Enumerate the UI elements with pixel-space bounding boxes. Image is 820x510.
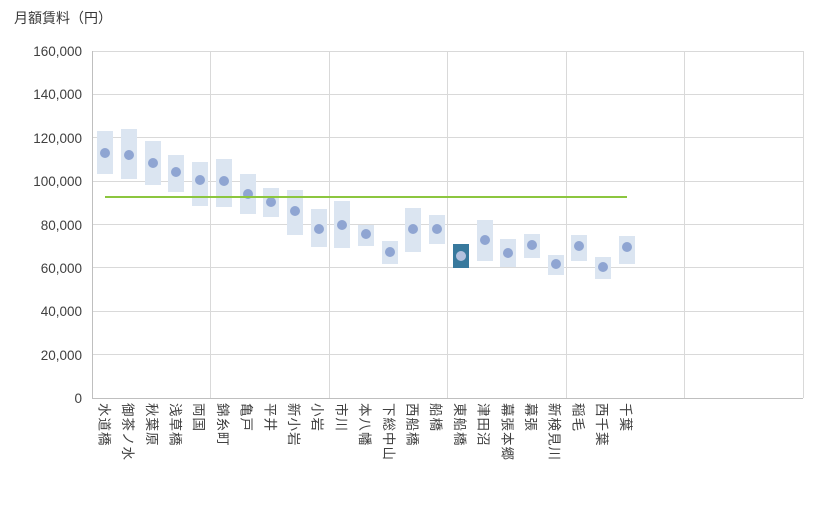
x-axis-label-22: 西千葉: [594, 403, 610, 447]
y-axis-tick-label: 120,000: [33, 130, 82, 146]
x-axis-label-11: 市川: [333, 403, 349, 432]
gridline-vertical: [565, 51, 567, 398]
x-axis-label-21: 稲毛: [570, 403, 586, 432]
data-point-18: [503, 247, 514, 258]
gridline-vertical: [447, 51, 448, 398]
y-axis-tick-label: 60,000: [40, 260, 82, 276]
data-point-5: [195, 175, 206, 186]
x-axis-label-23: 千葉: [617, 403, 633, 432]
y-axis-tick-label: 0: [74, 391, 82, 406]
data-point-3: [147, 157, 158, 168]
y-axis-line: [92, 51, 93, 398]
gridline-vertical: [328, 51, 330, 398]
y-axis-tick-label: 160,000: [33, 44, 82, 59]
gridline-vertical: [210, 51, 211, 398]
average-line: [105, 195, 627, 198]
data-point-10: [313, 223, 324, 234]
data-point-22: [598, 261, 609, 272]
data-point-23: [621, 242, 632, 253]
data-point-6: [218, 176, 229, 187]
data-point-19: [526, 240, 537, 251]
x-axis-label-3: 秋葉原: [143, 403, 159, 447]
y-axis-tick-label: 40,000: [40, 304, 82, 320]
x-axis-label-14: 西船橋: [404, 403, 420, 447]
x-axis-label-2: 御茶ノ水: [120, 403, 136, 461]
data-point-2: [124, 150, 135, 161]
data-point-21: [574, 241, 585, 252]
y-axis-tick-label: 80,000: [40, 217, 82, 233]
chart-title: 月額賃料（円）: [14, 10, 112, 26]
x-axis-label-4: 浅草橋: [167, 403, 183, 447]
data-point-4: [171, 167, 182, 178]
x-axis-label-15: 船橋: [428, 403, 444, 432]
y-axis-tick-label: 140,000: [33, 87, 82, 103]
x-axis-label-1: 水道橋: [96, 403, 112, 447]
x-axis-label-18: 幕張本郷: [499, 403, 515, 461]
data-point-20: [550, 258, 561, 269]
x-axis-label-12: 本八幡: [357, 403, 373, 447]
x-axis-label-19: 幕張: [522, 403, 538, 432]
x-axis-label-10: 小岩: [309, 403, 325, 432]
x-axis-label-17: 津田沼: [475, 403, 491, 447]
x-axis-label-8: 平井: [262, 403, 278, 432]
x-axis-label-7: 亀戸: [238, 403, 254, 432]
x-axis-label-20: 新検見川: [546, 403, 562, 461]
x-axis-line: [92, 398, 803, 399]
x-axis-label-16: 東船橋: [451, 403, 467, 447]
data-point-15: [432, 223, 443, 234]
data-point-17: [479, 234, 490, 245]
data-point-11: [337, 219, 348, 230]
data-point-8: [266, 196, 277, 207]
x-axis-label-6: 錦糸町: [214, 403, 230, 447]
data-point-14: [408, 223, 419, 234]
data-point-16: [455, 250, 466, 261]
y-axis-tick-label: 100,000: [33, 174, 82, 190]
data-point-9: [289, 206, 300, 217]
data-point-12: [361, 229, 372, 240]
y-axis-tick-label: 20,000: [40, 347, 82, 363]
data-point-7: [242, 189, 253, 200]
gridline-vertical: [684, 51, 685, 398]
data-point-13: [384, 246, 395, 257]
x-axis-label-13: 下総中山: [380, 403, 396, 461]
gridline-vertical: [802, 51, 804, 398]
x-axis-label-9: 新小岩: [285, 403, 301, 447]
data-point-1: [100, 147, 111, 158]
x-axis-label-5: 両国: [191, 403, 207, 432]
